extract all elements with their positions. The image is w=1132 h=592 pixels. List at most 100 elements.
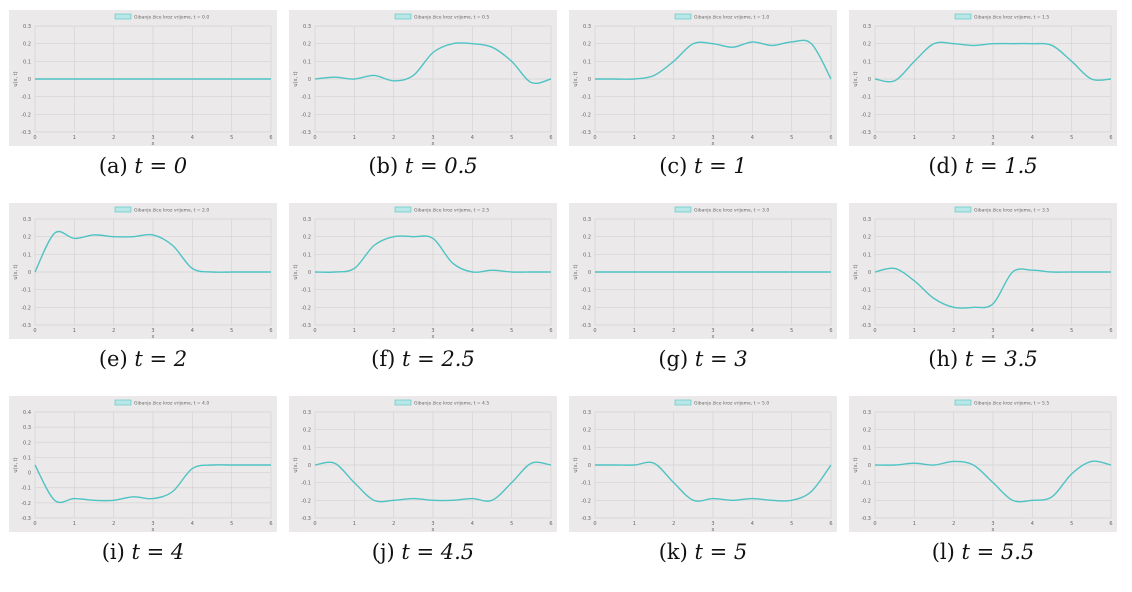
x-tick-label: 4 (751, 135, 754, 141)
x-tick-label: 2 (952, 135, 955, 141)
legend-swatch (394, 399, 412, 406)
y-axis-label: u(x, t) (853, 457, 859, 472)
x-tick-label: 0 (593, 521, 596, 527)
chart-panel: 0.3 0.2 0.1 0 -0.1 -0.2 -0.3 0 1 2 3 4 5 6 u(x, t) x Gib… (566, 394, 846, 587)
legend-swatch (394, 206, 412, 213)
y-tick-label: -0.3 (581, 516, 591, 522)
y-tick-label: -0.2 (301, 498, 311, 504)
caption-equation: t = 4.5 (401, 540, 475, 564)
y-tick-label: 0.3 (583, 410, 591, 416)
x-tick-label: 6 (829, 135, 832, 141)
x-tick-label: 4 (751, 521, 754, 527)
x-tick-label: 0 (313, 521, 316, 527)
x-tick-label: 4 (191, 521, 194, 527)
y-tick-label: 0 (308, 77, 311, 83)
x-tick-label: 5 (790, 328, 793, 334)
x-tick-label: 5 (1070, 328, 1073, 334)
plot-area: 0.4 0.3 0.2 0.1 0 -0.1 -0.2 -0.3 0 1 2 3 4 5 6 u(x, t) x… (9, 396, 277, 533)
y-axis-label: u(x, t) (853, 71, 859, 86)
y-tick-label: -0.2 (861, 112, 871, 118)
line-chart: 0.30.20.10-0.1-0.2-0.30 1 2 3 4 5 6u(x, t)xGib… (293, 13, 553, 148)
y-tick-label: -0.2 (301, 112, 311, 118)
x-tick-label: 3 (711, 328, 714, 334)
x-tick-label: 5 (230, 328, 233, 334)
series-line (874, 267, 1111, 309)
y-tick-label: -0.1 (581, 481, 591, 487)
x-tick-label: 0 (33, 521, 36, 527)
y-tick-label: -0.2 (21, 112, 31, 118)
y-tick-label: -0.3 (21, 130, 31, 136)
x-tick-label: 4 (751, 328, 754, 334)
subfigure-caption: (f) t = 2.5 (286, 347, 560, 371)
x-tick-label: 0 (33, 135, 36, 141)
y-tick-label: 0 (28, 77, 31, 83)
legend-swatch (394, 13, 412, 20)
y-tick-label: 0.4 (23, 410, 31, 416)
caption-label: (g) (658, 347, 689, 371)
x-tick-label: 5 (790, 135, 793, 141)
y-axis-label: u(x, t) (573, 457, 579, 472)
line-chart: 0.30.20.10-0.1-0.2-0.30 1 2 3 4 5 6u(x, t)xGib… (853, 14, 1113, 148)
plot-area: 0.3 0.2 0.1 0 -0.1 -0.2 -0.3 0 1 2 3 4 5 6 u(x, t) x Gib… (849, 203, 1117, 340)
y-tick-label: 0.3 (863, 24, 871, 30)
series-line (314, 235, 551, 273)
legend-label: Gibanje žice kroz vrijeme, t = 2.0 (134, 207, 209, 214)
caption-equation: t = 3.5 (964, 347, 1038, 371)
chart-panel: 0.3 0.2 0.1 0 -0.1 -0.2 -0.3 0 1 2 3 4 5 6 u(x, t) x Gib… (6, 8, 286, 201)
y-tick-label: -0.3 (861, 323, 871, 329)
x-tick-label: 1 (353, 521, 356, 527)
x-tick-label: 0 (33, 328, 36, 334)
y-tick-label: 0.1 (583, 445, 591, 451)
subfigure-caption: (d) t = 1.5 (846, 154, 1120, 178)
y-tick-label: -0.2 (581, 498, 591, 504)
y-tick-label: 0.1 (23, 252, 31, 258)
chart-panel: 0.3 0.2 0.1 0 -0.1 -0.2 -0.3 0 1 2 3 4 5 6 u(x, t) x Gib… (6, 201, 286, 394)
y-tick-label: 0.2 (863, 235, 871, 241)
series-line (314, 42, 552, 85)
y-tick-label: 0.3 (583, 217, 591, 223)
x-tick-label: 5 (510, 521, 513, 527)
caption-label: (i) (101, 540, 125, 564)
x-tick-label: 2 (952, 328, 955, 334)
y-tick-label: -0.3 (861, 516, 871, 522)
series-line (34, 464, 271, 504)
x-axis-label: x (152, 141, 155, 147)
y-tick-label: 0.1 (583, 59, 591, 65)
legend-label: Gibanje žice kroz vrijeme, t = 0.5 (414, 14, 489, 21)
y-tick-label: 0.3 (23, 425, 31, 431)
x-tick-label: 2 (672, 328, 675, 334)
x-tick-label: 1 (913, 328, 916, 334)
x-tick-label: 3 (431, 328, 434, 334)
y-axis-label: u(x, t) (293, 71, 299, 86)
series-line (595, 461, 832, 502)
chart-panel: 0.3 0.2 0.1 0 -0.1 -0.2 -0.3 0 1 2 3 4 5 6 u(x, t) x Gib… (286, 8, 566, 201)
x-tick-label: 5 (510, 328, 513, 334)
subfigure-caption: (c) t = 1 (566, 154, 840, 178)
y-tick-label: -0.3 (301, 516, 311, 522)
caption-label: (k) (658, 540, 688, 564)
caption-equation: t = 5 (694, 540, 748, 564)
series-line (874, 41, 1112, 83)
x-tick-label: 3 (151, 521, 154, 527)
x-axis-label: x (152, 527, 155, 533)
x-tick-label: 4 (1031, 135, 1034, 141)
y-tick-label: 0.2 (23, 440, 31, 446)
x-axis-label: x (992, 141, 995, 147)
x-tick-label: 3 (991, 135, 994, 141)
y-tick-label: 0 (588, 270, 591, 276)
chart-panel: 0.3 0.2 0.1 0 -0.1 -0.2 -0.3 0 1 2 3 4 5 6 u(x, t) x Gib… (286, 394, 566, 587)
line-chart: 0.30.20.10-0.1-0.2-0.30 1 2 3 4 5 6u(x, t)xGib… (293, 206, 553, 341)
y-tick-label: 0.2 (583, 42, 591, 48)
plot-area: 0.3 0.2 0.1 0 -0.1 -0.2 -0.3 0 1 2 3 4 5 6 u(x, t) x Gib… (289, 10, 557, 148)
series-line (34, 230, 271, 273)
y-tick-label: 0 (868, 270, 871, 276)
y-tick-label: 0.1 (23, 59, 31, 65)
x-tick-label: 5 (1070, 135, 1073, 141)
y-axis-label: u(x, t) (573, 71, 579, 86)
x-tick-label: 5 (230, 521, 233, 527)
y-tick-label: 0 (868, 77, 871, 83)
y-tick-label: -0.1 (861, 95, 871, 101)
x-axis-label: x (992, 334, 995, 340)
x-axis-label: x (432, 527, 435, 533)
y-tick-label: -0.3 (581, 130, 591, 136)
